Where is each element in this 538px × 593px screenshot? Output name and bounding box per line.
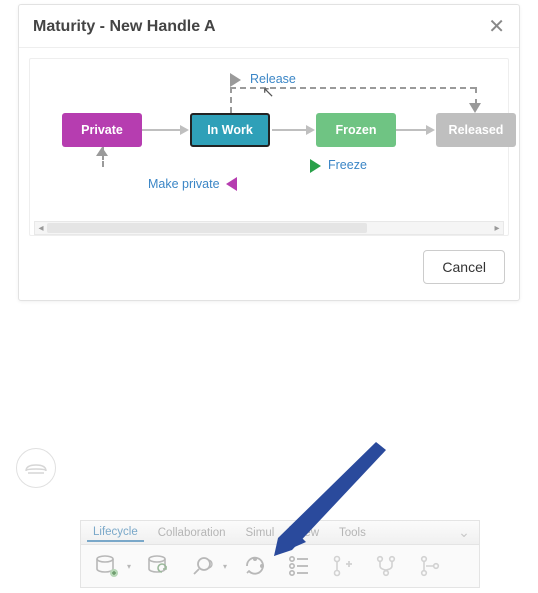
scroll-thumb[interactable] bbox=[47, 223, 367, 233]
horizontal-scrollbar[interactable]: ◂ ▸ bbox=[34, 221, 504, 235]
diagram-canvas-wrap: Private In Work Frozen Released bbox=[29, 58, 509, 236]
tab-collaboration[interactable]: Collaboration bbox=[152, 525, 232, 541]
arrowhead-icon bbox=[426, 125, 435, 135]
scroll-left-icon[interactable]: ◂ bbox=[35, 222, 47, 234]
maturity-modal: Maturity - New Handle A ✕ Private In Wor… bbox=[18, 4, 520, 301]
toolbar: ▾ ▾ bbox=[80, 544, 480, 588]
tab-tools[interactable]: Tools bbox=[333, 525, 372, 541]
compare-branch-icon[interactable] bbox=[415, 550, 447, 582]
cancel-button[interactable]: Cancel bbox=[423, 250, 505, 284]
maturity-cycle-icon[interactable] bbox=[239, 550, 271, 582]
branch-add-icon[interactable] bbox=[327, 550, 359, 582]
modal-header: Maturity - New Handle A ✕ bbox=[19, 5, 519, 48]
state-released[interactable]: Released bbox=[436, 113, 516, 147]
diagram-canvas: Private In Work Frozen Released bbox=[34, 65, 504, 215]
modal-title: Maturity - New Handle A bbox=[33, 18, 216, 36]
modal-body: Private In Work Frozen Released bbox=[19, 48, 519, 236]
edge-release-dashed-h bbox=[230, 87, 476, 89]
arrowhead-down-icon bbox=[469, 103, 481, 113]
state-inwork[interactable]: In Work bbox=[190, 113, 270, 147]
tabs-expand-icon[interactable]: ⌄ bbox=[455, 526, 473, 540]
arrowhead-icon bbox=[306, 125, 315, 135]
action-make-private[interactable]: Make private bbox=[148, 177, 220, 191]
edge-inwork-frozen bbox=[272, 129, 308, 131]
state-private[interactable]: Private bbox=[62, 113, 142, 147]
edge-private-inwork bbox=[142, 129, 182, 131]
database-add-icon[interactable] bbox=[91, 550, 123, 582]
state-frozen[interactable]: Frozen bbox=[316, 113, 396, 147]
modal-footer: Cancel bbox=[19, 236, 519, 300]
arrowhead-icon bbox=[180, 125, 189, 135]
tab-simul[interactable]: Simul bbox=[240, 525, 281, 541]
merge-icon[interactable] bbox=[371, 550, 403, 582]
dropdown-caret-icon[interactable]: ▾ bbox=[127, 562, 131, 571]
edge-release-dashed-v1 bbox=[230, 87, 232, 113]
search-icon[interactable] bbox=[187, 550, 219, 582]
arrowhead-up-icon bbox=[96, 147, 108, 156]
makeprivate-tag-icon bbox=[226, 177, 237, 191]
freeze-tag-icon bbox=[310, 159, 321, 173]
database-refresh-icon[interactable] bbox=[143, 550, 175, 582]
checklist-icon[interactable] bbox=[283, 550, 315, 582]
tab-view[interactable]: View bbox=[288, 525, 325, 541]
release-tag-icon bbox=[230, 73, 241, 87]
scroll-right-icon[interactable]: ▸ bbox=[491, 222, 503, 234]
close-icon[interactable]: ✕ bbox=[488, 17, 505, 37]
action-release[interactable]: Release bbox=[250, 72, 296, 86]
tab-lifecycle[interactable]: Lifecycle bbox=[87, 524, 144, 542]
tabs-row: Lifecycle Collaboration Simul View Tools… bbox=[80, 520, 480, 544]
action-freeze[interactable]: Freeze bbox=[328, 158, 367, 172]
bottom-panel: Lifecycle Collaboration Simul View Tools… bbox=[80, 520, 480, 588]
dropdown-caret-icon[interactable]: ▾ bbox=[223, 562, 227, 571]
edge-frozen-released bbox=[396, 129, 428, 131]
persona-avatar-icon[interactable] bbox=[16, 448, 56, 488]
